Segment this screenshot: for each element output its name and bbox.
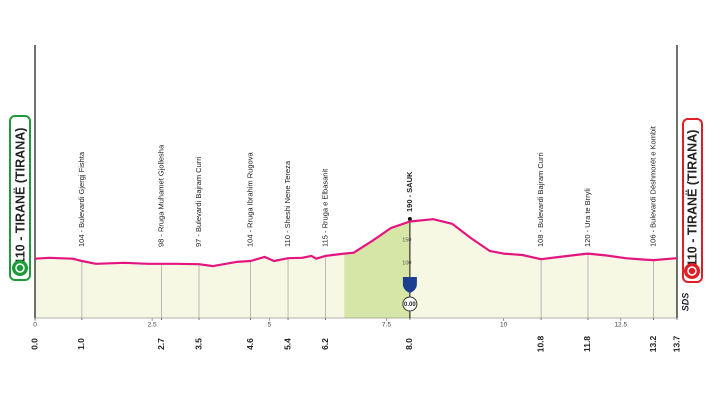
waypoint-label: 108 - Bulevardi Bajram Curri xyxy=(536,152,545,247)
x-tick-label: 10.8 xyxy=(535,335,545,352)
x-tick-label: 3.5 xyxy=(193,338,203,350)
x-tick-label: 13.7 xyxy=(671,335,681,352)
x-tick-label: 0.0 xyxy=(29,338,39,350)
summit-dot xyxy=(407,217,412,221)
x-tick-label: 11.8 xyxy=(582,336,592,352)
finish-icon xyxy=(684,263,700,279)
minor-tick-label: 7.5 xyxy=(382,322,391,329)
x-tick-label: 1.0 xyxy=(76,338,86,350)
x-tick-label: 4.6 xyxy=(245,338,255,350)
y-tick-label: 100 xyxy=(402,260,411,266)
x-tick-label: 5.4 xyxy=(282,338,292,350)
waypoint-label: 115 - Rruga e Elbasanit xyxy=(321,168,330,247)
logo: SDS xyxy=(680,293,690,312)
waypoint-label: 104 - Rruga Ibrahim Rugova xyxy=(246,152,255,247)
y-tick-label: 150 xyxy=(402,237,411,243)
waypoint-label: 110 - Sheshi Nene Tereza xyxy=(283,160,292,247)
x-tick-label: 13.2 xyxy=(648,335,658,352)
climb-area xyxy=(344,221,410,318)
profile-line xyxy=(34,218,678,268)
waypoint-label: 98 - Rruga Muhamet Gjollesha xyxy=(157,144,166,247)
waypoint-label: 97 - Bulevardi Bajram Curri xyxy=(194,156,203,247)
waypoint-label: 190 - SAUK xyxy=(405,171,414,212)
x-tick-label: 2.7 xyxy=(156,338,166,350)
waypoint-label: 104 - Bulevardi Gjergj Fishta xyxy=(77,151,86,247)
minor-tick-label: 5 xyxy=(267,322,271,329)
start-icon-inner xyxy=(15,263,25,273)
waypoint-label: 120 - Ura te Brryli xyxy=(583,188,592,247)
finish-icon-inner xyxy=(687,266,697,276)
finish-label: 110 - TIRANË (TIRANA) xyxy=(684,130,699,267)
x-tick-label: 8.0 xyxy=(404,338,414,350)
minor-tick-label: 0 xyxy=(33,322,37,329)
time-check-circle xyxy=(402,296,418,312)
minor-tick-label: 10 xyxy=(500,322,508,329)
time-check-icon xyxy=(402,277,417,293)
waypoint-label: 106 - Bulevardi Dëshmorët e Kombit xyxy=(649,125,658,247)
minor-tick-label: 2.5 xyxy=(148,322,157,329)
start-box xyxy=(9,115,31,281)
time-check-label: 0.00 xyxy=(404,302,416,308)
minor-tick-label: 12.5 xyxy=(614,322,627,329)
start-icon xyxy=(12,260,28,276)
start-label: 110 - TIRANË (TIRANA) xyxy=(12,128,27,265)
x-tick-label: 6.2 xyxy=(320,338,330,350)
finish-box xyxy=(682,118,703,283)
